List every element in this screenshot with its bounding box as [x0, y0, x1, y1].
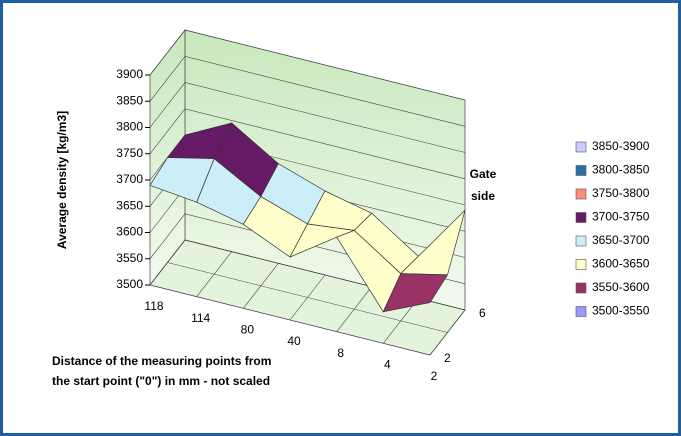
x-tick-label: 114 [191, 311, 210, 325]
legend-label: 3750-3800 [592, 186, 650, 200]
legend-swatch [575, 235, 587, 247]
x-tick-label: 80 [241, 323, 255, 337]
z-tick-label: 3650 [116, 198, 143, 212]
grid-line [149, 82, 466, 153]
x-axis-label: the start point ("0") in mm - not scaled [52, 374, 270, 388]
legend-label: 3650-3700 [592, 233, 650, 247]
legend-label: 3550-3600 [592, 280, 650, 294]
annotation: side [471, 189, 495, 203]
z-tick-label: 3550 [116, 251, 143, 265]
legend-label: 3800-3850 [592, 163, 650, 177]
x-tick-label: 118 [144, 299, 163, 313]
legend-swatch [575, 188, 587, 200]
grid-line [149, 29, 466, 101]
grid-line [149, 55, 466, 127]
z-tick-label: 3850 [116, 93, 143, 107]
annotation: Gate [470, 167, 497, 181]
z-tick-label: 3500 [116, 277, 143, 291]
z-tick-label: 3700 [116, 172, 143, 186]
surface-patch [382, 273, 449, 313]
grid-line [149, 284, 431, 356]
legend-swatch [575, 259, 587, 270]
depth-tick-label: 2 [444, 351, 451, 365]
legend-label: 3700-3750 [592, 210, 650, 224]
x-tick-label: 40 [287, 334, 301, 348]
legend-swatch [575, 306, 587, 317]
grid-line [167, 262, 448, 333]
legend-swatch [575, 141, 587, 153]
x-tick-label: 4 [384, 358, 391, 372]
depth-tick-label: 6 [479, 306, 486, 320]
x-axis-label: Distance of the measuring points from [52, 354, 271, 368]
legend-label: 3600-3650 [592, 257, 650, 271]
legend-label: 3850-3900 [592, 139, 650, 153]
x-tick-label: 2 [431, 369, 438, 383]
legend-swatch [575, 282, 587, 294]
z-tick-label: 3600 [116, 225, 143, 239]
z-tick-label: 3900 [116, 67, 143, 81]
x-tick-label: 8 [337, 346, 344, 360]
legend-swatch [575, 165, 587, 176]
z-tick-label: 3750 [116, 146, 143, 160]
z-axis-label: Average density [kg/m3] [55, 111, 69, 249]
legend-label: 3500-3550 [592, 304, 650, 318]
legend-swatch [575, 212, 587, 223]
z-tick-label: 3800 [116, 120, 143, 134]
grid-line [149, 108, 466, 180]
